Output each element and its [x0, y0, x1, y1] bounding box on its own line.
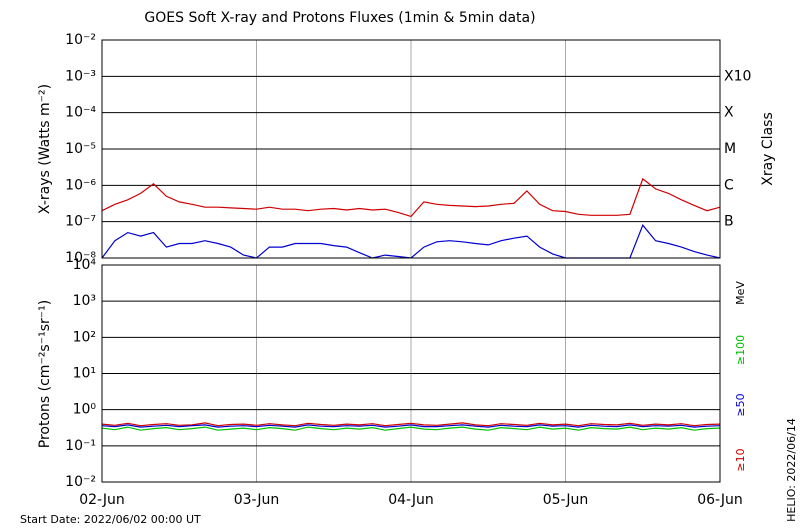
y-tick-label: 10⁻⁶: [65, 177, 96, 193]
helio-date: HELIO: 2022/06/14: [785, 418, 798, 522]
series-line: [101, 422, 721, 427]
chart-title: GOES Soft X-ray and Protons Fluxes (1min…: [144, 10, 535, 26]
y-tick-label: 10⁻⁵: [65, 141, 96, 157]
y2-axis-label: Xray Class: [760, 112, 776, 186]
y2-tick-label: X: [724, 105, 734, 121]
x-tick-label: 05-Jun: [543, 492, 589, 508]
y2-tick-label: X10: [724, 68, 751, 84]
y-tick-label: 10¹: [73, 366, 96, 382]
y2-tick-label: M: [724, 141, 736, 157]
y-axis-label: Protons (cm⁻²s⁻¹sr⁻¹): [37, 300, 53, 449]
y-tick-label: 10⁻²: [65, 32, 96, 48]
x-tick-label: 04-Jun: [388, 492, 434, 508]
y-tick-label: 10⁻²: [65, 474, 96, 490]
y-tick-label: 10⁻⁴: [65, 105, 96, 121]
y-tick-label: 10⁻¹: [65, 438, 96, 454]
legend-entry: ≥10: [734, 448, 747, 471]
y-tick-label: 10³: [73, 293, 96, 309]
plot-frame: [101, 39, 721, 259]
legend-entry: ≥50: [734, 393, 747, 416]
y-axis-label: X-rays (Watts m⁻²): [37, 84, 53, 214]
unit-label: MeV: [734, 281, 747, 305]
y-tick-label: 10⁻³: [65, 68, 96, 84]
legend-entry: ≥100: [734, 335, 747, 365]
y-tick-label: 10⁴: [73, 257, 97, 273]
y-tick-label: 10⁻⁸: [65, 250, 96, 266]
series-line: [101, 424, 721, 428]
x-tick-label: 06-Jun: [697, 492, 743, 508]
y2-tick-label: B: [724, 214, 734, 230]
x-tick-label: 03-Jun: [234, 492, 280, 508]
plot-frame: [101, 264, 721, 483]
y-tick-label: 10⁻⁷: [65, 214, 96, 230]
y-tick-label: 10⁰: [73, 402, 97, 418]
y-tick-label: 10²: [73, 329, 96, 345]
y2-tick-label: C: [724, 177, 734, 193]
x-tick-label: 02-Jun: [79, 492, 125, 508]
series-line: [101, 426, 721, 431]
start-date: Start Date: 2022/06/02 00:00 UT: [20, 513, 201, 526]
series-line: [101, 177, 721, 218]
